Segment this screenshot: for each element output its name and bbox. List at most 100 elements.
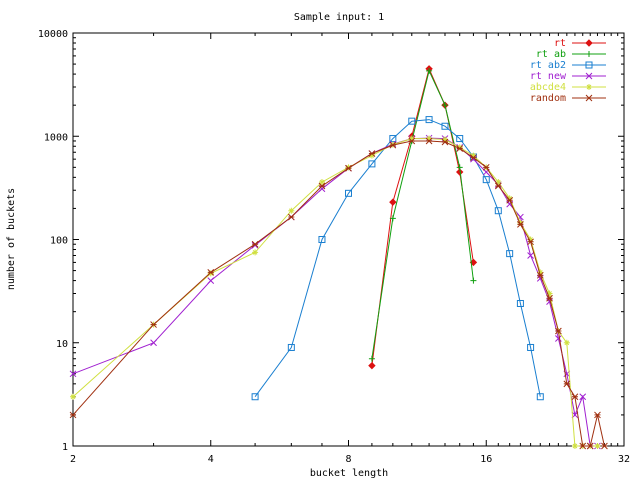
y-axis-label: number of buckets: [6, 188, 17, 290]
data-point-random: [571, 393, 579, 401]
data-point-random: [494, 182, 502, 190]
data-point-abcde4: [527, 236, 534, 243]
data-point-random: [536, 271, 544, 279]
legend-label-abcde4: abcde4: [530, 82, 566, 93]
data-point-rt: [389, 198, 397, 206]
data-point-rt-ab2: [318, 236, 326, 243]
data-point-random: [527, 238, 534, 246]
legend-entry-rt: rt: [554, 38, 606, 49]
data-point-random: [586, 442, 594, 450]
x-tick-label: 8: [345, 454, 351, 465]
data-point-random: [506, 196, 514, 204]
x-tick-label: 32: [618, 454, 630, 465]
series-line-rt-ab: [371, 69, 474, 359]
legend-entry-rt-ab2: rt ab2: [530, 60, 606, 71]
legend-marker-rt-ab: [586, 51, 592, 57]
legend-entry-rt-new: rt new: [530, 71, 606, 82]
y-tick-label: 100: [50, 236, 68, 247]
legend-label-rt-ab: rt ab: [536, 49, 566, 60]
data-point-abcde4: [546, 290, 553, 297]
series-abcde4: [70, 135, 601, 449]
data-point-rt: [368, 361, 376, 370]
y-tick-label: 10000: [38, 29, 68, 40]
series-rt-new: [69, 134, 601, 450]
legend-entry-rt-ab: rt ab: [536, 49, 606, 60]
data-point-rt-ab: [441, 102, 448, 109]
legend-marker-random: [585, 94, 593, 102]
legend-entry-abcde4: abcde4: [530, 82, 606, 93]
data-point-rt-ab: [389, 215, 396, 222]
data-point-random: [425, 137, 433, 145]
data-point-random: [555, 327, 562, 335]
data-point-abcde4: [470, 152, 477, 159]
data-point-abcde4: [408, 135, 415, 142]
data-point-rt-ab: [368, 355, 375, 362]
data-point-rt-ab2: [494, 207, 502, 215]
series-line-abcde4: [72, 138, 598, 447]
legend-label-rt: rt: [554, 38, 566, 49]
x-tick-label: 4: [208, 454, 214, 465]
data-point-abcde4: [537, 269, 544, 276]
data-point-random: [69, 411, 77, 419]
data-point-rt-ab2: [408, 117, 416, 125]
data-point-abcde4: [495, 179, 502, 186]
legend-marker-abcde4: [586, 84, 592, 90]
data-point-rt-new: [527, 252, 534, 259]
data-point-random: [579, 442, 587, 450]
data-point-rt: [456, 168, 464, 176]
data-point-random: [470, 154, 477, 162]
data-point-rt-ab2: [425, 116, 433, 124]
data-point-abcde4: [426, 135, 433, 142]
data-point-rt-ab2: [287, 343, 295, 351]
data-point-rt-ab2: [516, 299, 524, 307]
y-tick-label: 10: [56, 339, 68, 350]
data-point-rt-ab2: [368, 160, 376, 168]
data-point-rt-new: [207, 277, 215, 284]
data-point-abcde4: [594, 443, 601, 449]
legend-marker-rt-new: [585, 72, 593, 80]
data-point-rt-ab2: [482, 176, 490, 184]
data-point-random: [251, 240, 259, 248]
series-line-random: [72, 140, 605, 447]
legend-marker-rt: [585, 39, 593, 47]
data-point-random: [456, 145, 464, 152]
data-point-random: [389, 141, 397, 149]
data-point-rt-ab: [426, 67, 433, 74]
data-point-abcde4: [207, 270, 214, 277]
data-point-rt-new: [579, 393, 587, 401]
y-tick-label: 1000: [44, 132, 68, 143]
data-point-random: [594, 411, 601, 419]
data-point-rt-ab2: [389, 135, 397, 143]
data-point-abcde4: [318, 179, 325, 186]
legend-marker-rt-ab2: [585, 61, 593, 69]
series-line-rt-ab2: [254, 119, 541, 397]
data-point-rt-ab2: [527, 343, 535, 351]
y-tick-label: 1: [62, 442, 68, 453]
data-point-rt-ab2: [251, 393, 259, 401]
legend-label-rt-ab2: rt ab2: [530, 60, 566, 71]
data-point-rt-ab: [470, 277, 477, 284]
legend-entry-random: random: [530, 93, 606, 104]
data-point-abcde4: [368, 152, 375, 159]
legend-label-random: random: [530, 93, 566, 104]
data-point-abcde4: [288, 207, 295, 214]
data-point-abcde4: [441, 136, 448, 143]
data-point-random: [563, 380, 571, 388]
legend-label-rt-new: rt new: [530, 71, 567, 82]
data-point-random: [150, 321, 157, 328]
data-point-random: [345, 164, 352, 172]
x-tick-label: 2: [70, 454, 76, 465]
series-rt-ab: [368, 67, 477, 362]
data-point-abcde4: [70, 393, 76, 400]
data-point-abcde4: [517, 219, 524, 226]
data-point-abcde4: [345, 164, 352, 171]
x-axis-label: bucket length: [310, 468, 388, 479]
data-point-random: [441, 138, 449, 146]
data-point-random: [368, 150, 376, 157]
data-point-random: [318, 182, 326, 190]
data-point-random: [408, 137, 416, 145]
data-point-rt-ab: [456, 164, 463, 171]
series-rt: [368, 65, 478, 370]
data-point-random: [207, 269, 215, 276]
